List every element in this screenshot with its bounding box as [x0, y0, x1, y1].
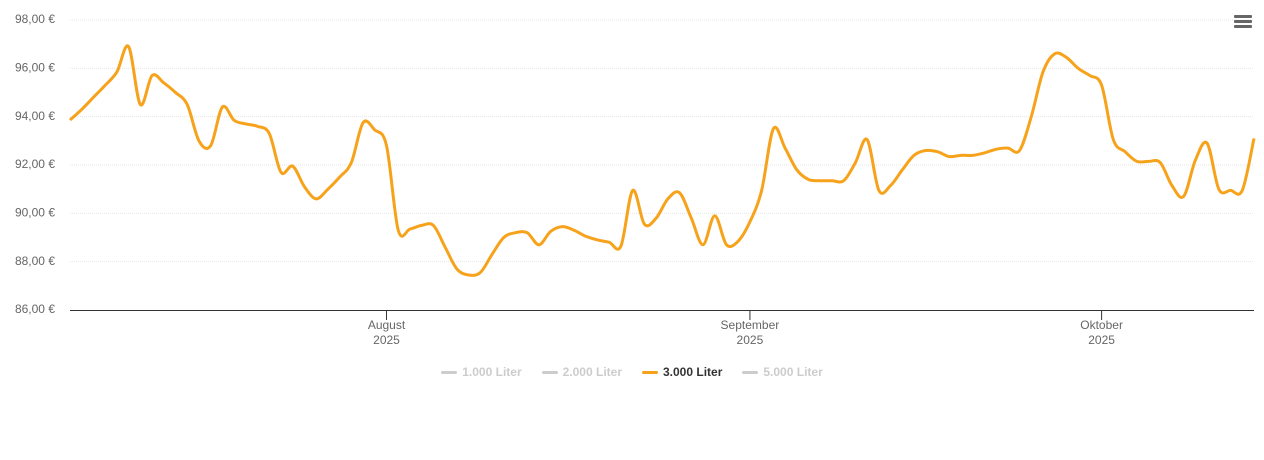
- legend-label: 3.000 Liter: [663, 365, 723, 379]
- legend: 1.000 Liter 2.000 Liter 3.000 Liter 5.000 L…: [0, 365, 1264, 379]
- y-tick-label: 92,00 €: [15, 157, 55, 171]
- legend-swatch: [441, 370, 458, 374]
- legend-label: 1.000 Liter: [462, 365, 522, 379]
- y-tick-label: 96,00 €: [15, 61, 55, 75]
- legend-swatch: [541, 370, 558, 374]
- series-line: [68, 44, 1256, 277]
- legend-swatch: [742, 370, 759, 374]
- x-tick-label: August 2025: [367, 318, 406, 347]
- y-tick-label: 86,00 €: [15, 302, 55, 316]
- menu-button[interactable]: [1233, 13, 1253, 31]
- x-tick-label: September 2025: [720, 318, 780, 347]
- legend-item[interactable]: 5.000 Liter: [742, 365, 823, 379]
- legend-item[interactable]: 3.000 Liter: [642, 365, 722, 379]
- x-tick-label: Oktober 2025: [1080, 318, 1123, 347]
- y-tick-label: 98,00 €: [15, 12, 55, 26]
- legend-item[interactable]: 2.000 Liter: [541, 365, 622, 379]
- legend-label: 2.000 Liter: [562, 365, 622, 379]
- y-tick-label: 94,00 €: [15, 109, 55, 123]
- legend-swatch: [642, 370, 658, 374]
- y-tick-label: 90,00 €: [15, 206, 55, 220]
- legend-item[interactable]: 1.000 Liter: [441, 365, 522, 379]
- y-tick-label: 88,00 €: [15, 254, 55, 268]
- legend-label: 5.000 Liter: [763, 365, 823, 379]
